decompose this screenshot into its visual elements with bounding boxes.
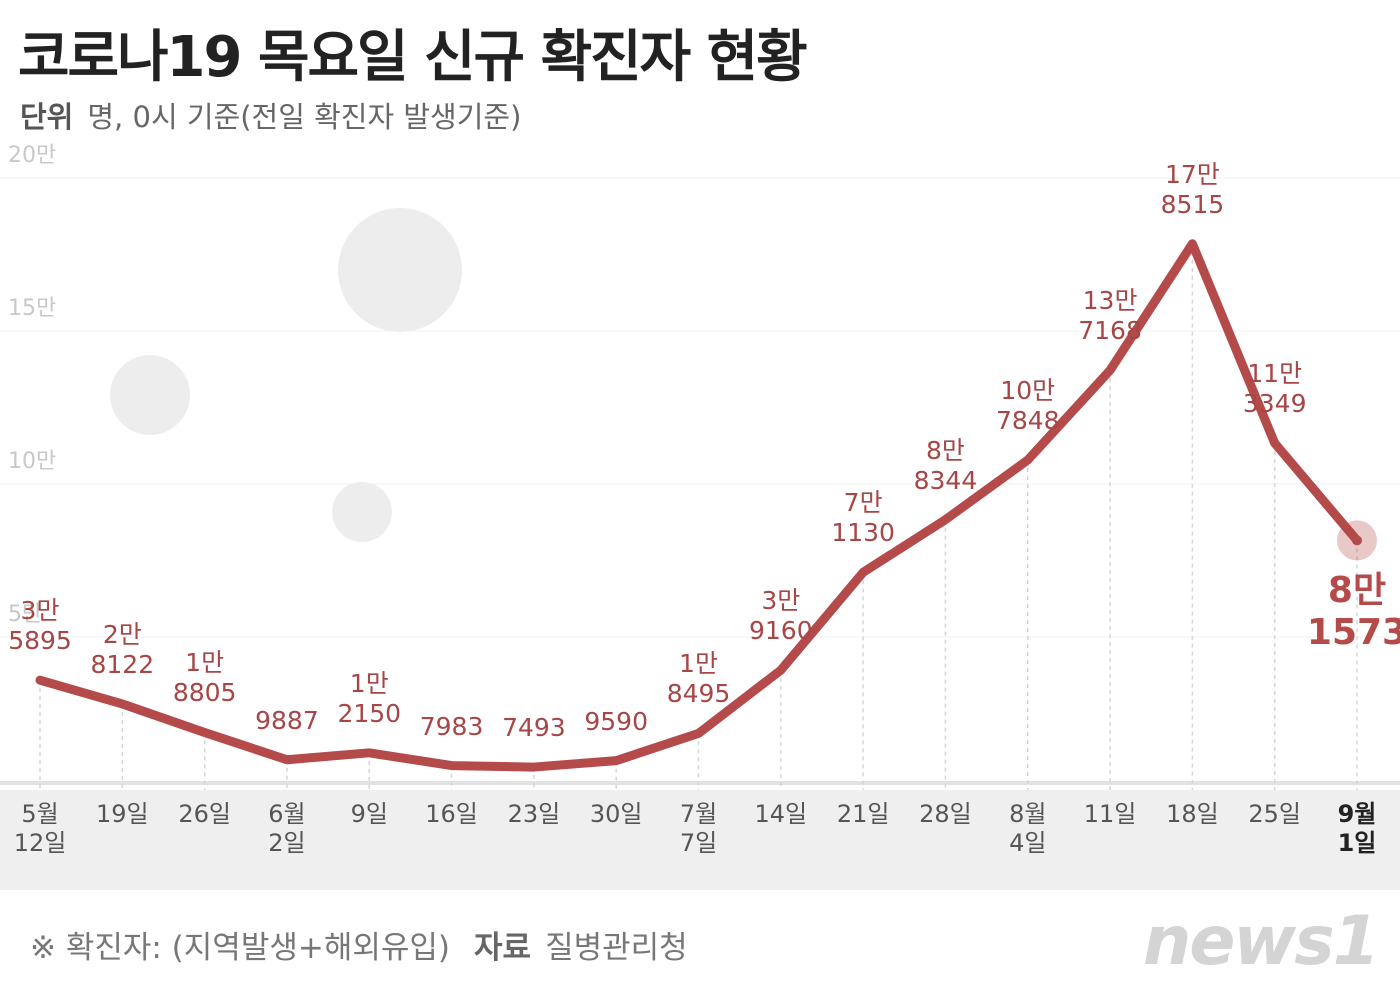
x-tick-label: 19일 xyxy=(96,800,149,828)
source: 질병관리청 xyxy=(545,930,688,966)
unit: 명, 0시 기준(전일 확진자 발생기준) xyxy=(87,100,522,134)
x-tick-label: 30일 xyxy=(589,800,643,828)
line xyxy=(35,239,1362,772)
note: ※ 확진자: (지역발생+해외유입) xyxy=(30,930,451,966)
x-tick-label: 9월 1일 xyxy=(1337,800,1377,857)
unit-label: 단위 xyxy=(20,100,74,134)
x-tick-label: 14일 xyxy=(754,800,808,828)
band xyxy=(0,178,1400,331)
band xyxy=(0,637,1400,790)
subtitle: 단위 명, 0시 기준(전일 확진자 발생기준) xyxy=(20,94,521,136)
value-label: 7만 1130 xyxy=(831,488,895,548)
value-label: 8만 1573 xyxy=(1306,570,1400,653)
value-label: 10만 7848 xyxy=(995,375,1060,435)
y-tick-label: 20만 xyxy=(8,143,56,168)
x-tick-label: 7월 7일 xyxy=(679,800,718,857)
value-label: 17만 8515 xyxy=(1160,159,1225,219)
x-tick-label: 16일 xyxy=(425,800,478,828)
x-tick-label: 18일 xyxy=(1166,800,1219,828)
value-label: 7983 xyxy=(419,711,484,741)
value-label: 13만 7168 xyxy=(1078,286,1142,346)
y-tick-label: 5만 xyxy=(8,602,42,627)
value-label: 11만 3349 xyxy=(1242,359,1307,419)
x-tick-label: 9일 xyxy=(350,800,388,828)
value-label: 7493 xyxy=(502,713,566,743)
value-label: 1만 8495 xyxy=(666,649,731,709)
band xyxy=(0,484,1400,637)
value-label: 9590 xyxy=(584,706,648,736)
value-label: 3만 5895 xyxy=(8,596,72,656)
y-tick-label: 10만 xyxy=(8,449,56,474)
x-tick-label: 28일 xyxy=(919,800,972,828)
x-tick-label: 5월 12일 xyxy=(13,800,67,857)
x-tick-label: 8월 4일 xyxy=(1009,800,1047,857)
value-label: 8만 8344 xyxy=(913,435,978,495)
value-label: 9887 xyxy=(255,705,319,735)
x-tick-label: 23일 xyxy=(507,800,561,828)
band xyxy=(0,331,1400,484)
x-tick-label: 6월 2일 xyxy=(268,800,306,857)
value-label: 3만 9160 xyxy=(749,586,813,646)
x-tick-label: 11일 xyxy=(1083,800,1137,828)
x-tick-label: 26일 xyxy=(178,800,231,828)
value-label: 1만 2150 xyxy=(337,668,402,728)
source-label: 자료 xyxy=(474,930,532,966)
value-label: 1만 8805 xyxy=(172,648,237,708)
virus-decoration xyxy=(110,208,462,542)
logo: news1 xyxy=(1142,902,1380,981)
title: 코로나19 목요일 신규 확진자 현황 xyxy=(18,25,808,90)
last-point xyxy=(1352,535,1362,546)
x-axis-band xyxy=(0,790,1400,890)
value-label: 2만 8122 xyxy=(90,619,155,679)
x-tick-label: 25일 xyxy=(1248,800,1301,828)
x-tick-label: 21일 xyxy=(836,800,890,828)
y-tick-label: 15만 xyxy=(8,296,56,321)
footer: ※ 확진자: (지역발생+해외유입) 자료 질병관리청 xyxy=(30,922,688,967)
